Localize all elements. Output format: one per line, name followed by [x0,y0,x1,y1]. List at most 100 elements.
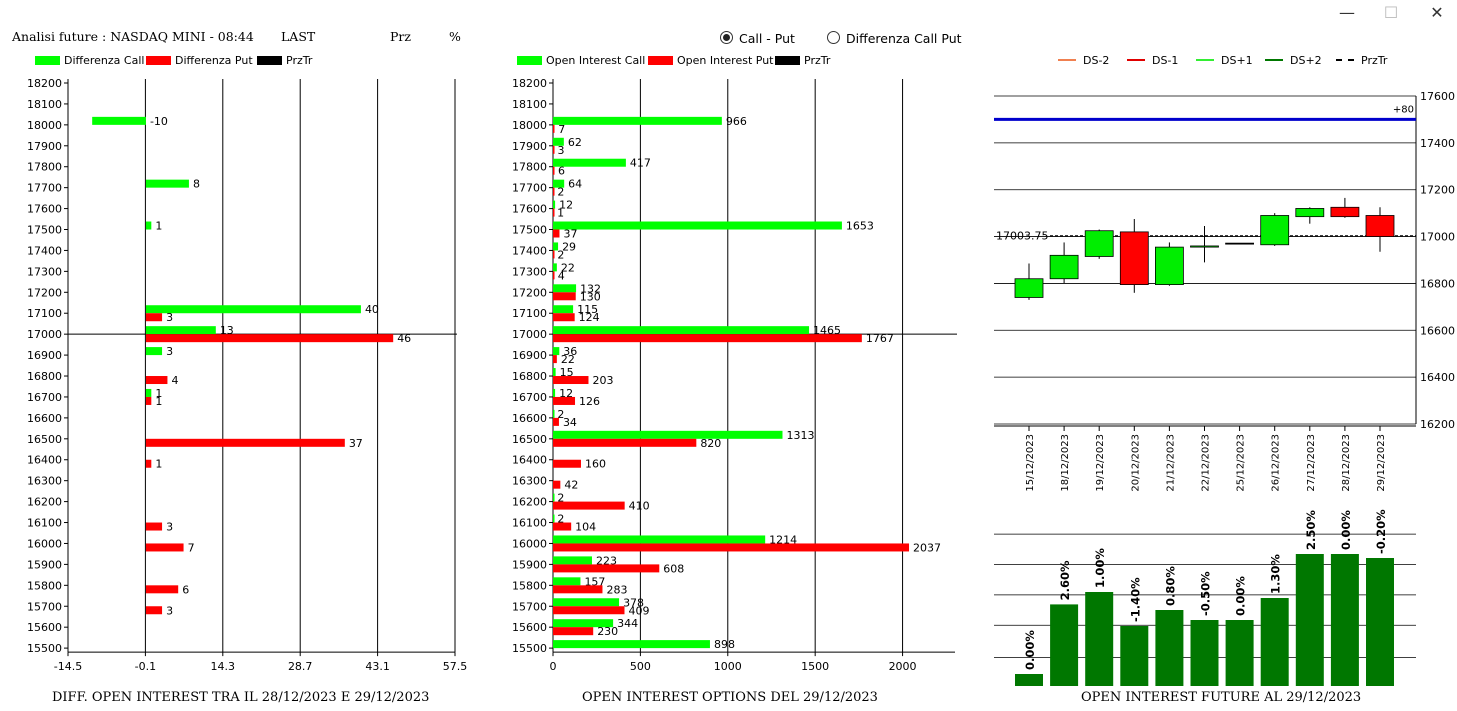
oi-bar-label: 7 [558,123,565,136]
y-tick-label: 15800 [27,579,62,592]
y-tick-label: 16500 [27,433,62,446]
oi-bar-put [553,124,555,133]
legend-label: DS+2 [1290,54,1322,67]
oi-bar-label: 126 [579,395,600,408]
future-oi-label: -1.40% [1128,577,1142,622]
oi-bar-call [553,326,810,335]
oi-bar-call [553,493,555,502]
y-tick-label: 17600 [512,203,547,216]
oi-bar-label: 2 [557,513,564,526]
radio-call-put[interactable]: Call - Put [720,31,795,46]
x-tick-label: 43.1 [365,660,390,673]
oi-bar-call [553,409,555,418]
diff-bar-put [145,522,163,531]
oi-bar-put [553,396,576,405]
y-tick-label: 16600 [512,412,547,425]
oi-bar-put [553,271,555,280]
y-tick-label: 15900 [512,558,547,571]
future-oi-label: 0.80% [1163,566,1177,606]
x-tick-label: 57.5 [443,660,468,673]
diff-open-interest-chart: -14.5 -0.1 14.3 28.7 43.1 57.5 18200 18100 18000… [27,77,468,673]
y-tick-label: 17400 [27,244,62,257]
oi-bar-call [553,514,555,523]
legend-oi-put: Open Interest Put [648,54,774,67]
oi-bar-call [553,200,556,209]
y-tick-label: 16200 [1420,418,1455,431]
legend-ds-1: DS-1 [1127,54,1178,67]
oi-bar-put [553,208,555,217]
diff-bar-call [145,347,163,356]
oi-bar-put [553,522,572,531]
radio-diff-call-put[interactable]: Differenza Call Put [827,31,962,46]
future-oi-label: 2.60% [1058,560,1072,600]
y-tick-label: 15500 [27,642,62,655]
legend-swatch-oi-put [648,56,673,65]
diff-bar-call [145,179,189,188]
close-icon[interactable]: ✕ [1430,3,1444,22]
diff-bar-call [145,388,152,397]
minimize-icon[interactable]: — [1339,3,1355,22]
diff-bar-label: 1 [155,387,162,400]
y-tick-label: 17100 [27,307,62,320]
percent-label: % [449,29,461,44]
y-tick-label: 16300 [27,475,62,488]
legend-prztr-2: PrzTr [775,54,830,67]
diff-bar-call [145,305,361,314]
diff-bar-label: 8 [193,178,200,191]
y-tick-label: 17500 [27,224,62,237]
maximize-icon[interactable]: ☐ [1383,3,1399,22]
future-oi-bar [1366,558,1394,686]
y-tick-label: 17300 [512,265,547,278]
legend-label: PrzTr [804,54,831,67]
legend-prztr-1: PrzTr [257,54,312,67]
diff-bar-label: 3 [166,311,173,324]
x-tick-label: 15/12/2023 [1025,434,1036,492]
oi-bar-label: 608 [663,562,684,575]
legend-ds-2: DS-2 [1058,54,1109,67]
x-tick-label: 18/12/2023 [1060,434,1071,492]
y-tick-label: 17900 [512,140,547,153]
oi-bar-label: 64 [568,178,582,191]
oi-bar-call [553,598,620,607]
candle-body [1260,215,1290,246]
oi-bar-put [553,543,910,552]
oi-bar-label: 22 [561,353,575,366]
oi-bar-label: 898 [714,638,735,651]
oi-bar-label: 410 [629,500,650,513]
y-tick-label: 17800 [27,161,62,174]
oi-bar-call [553,368,556,377]
oi-bar-label: 132 [580,282,601,295]
oi-bar-call [553,116,722,125]
candle-body [1295,208,1325,218]
last-label: LAST [281,29,316,44]
diff-bar-label: 37 [349,437,363,450]
caption-diff-open-interest: DIFF. OPEN INTEREST TRA IL 28/12/2023 E … [52,690,430,705]
candle-body [1330,206,1360,218]
radio-selected-icon [720,31,733,44]
y-tick-label: 16400 [512,454,547,467]
x-tick-label: 20/12/2023 [1130,434,1141,492]
y-tick-label: 16800 [27,370,62,383]
future-oi-bar [1050,604,1079,686]
y-tick-label: 18100 [512,98,547,111]
y-tick-label: 16100 [512,517,547,530]
last-price-label: 17003.75 [996,230,1049,243]
oi-bar-label: 344 [617,617,638,630]
y-tick-label: 16400 [27,454,62,467]
y-tick-label: 17000 [27,328,62,341]
oi-bar-call [553,577,581,586]
y-tick-label: 18000 [27,119,62,132]
diff-bar-put [145,334,394,343]
prz-label: Prz [390,29,411,44]
oi-bar-put [553,187,555,196]
x-tick-label: 0 [550,660,557,673]
diff-bar-label: -10 [150,115,168,128]
oi-bar-label: 4 [558,269,565,282]
oi-bar-call [553,556,592,565]
oi-bar-put [553,229,560,238]
diff-bar-label: 7 [188,541,195,554]
diff-bar-label: 3 [166,345,173,358]
oi-bar-put [553,438,697,447]
x-tick-label: 14.3 [211,660,236,673]
legend-label: Open Interest Call [546,54,646,67]
